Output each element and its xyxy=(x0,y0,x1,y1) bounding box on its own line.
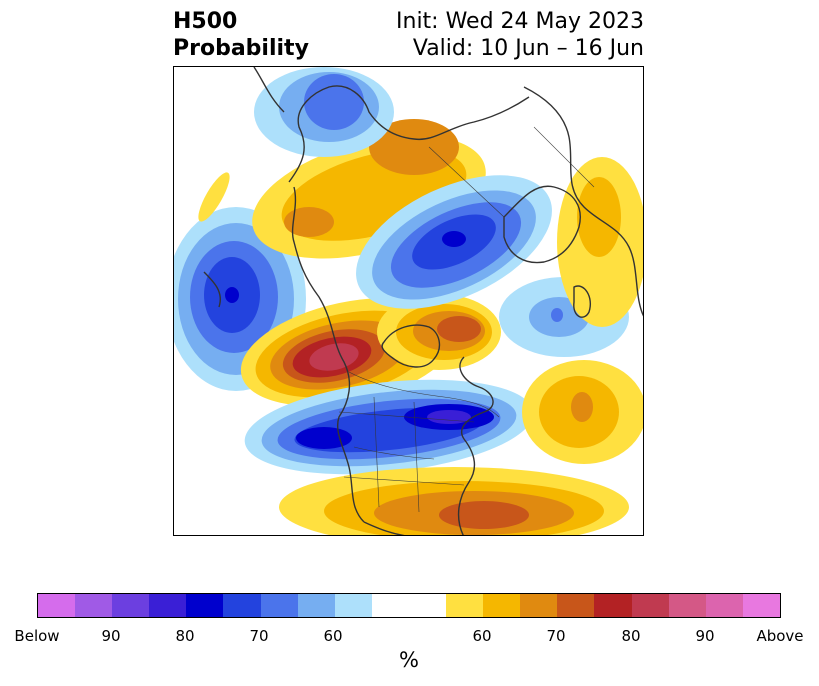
colorbar-segment xyxy=(186,594,224,617)
colorbar-segment xyxy=(594,594,632,617)
anomaly-far-east-below xyxy=(254,67,394,157)
colorbar-segment xyxy=(742,594,780,617)
map-svg xyxy=(174,67,643,535)
colorbar-tick-label: Below xyxy=(14,627,60,645)
colorbar-segment xyxy=(446,594,484,617)
valid-period: Valid: 10 Jun – 16 Jun xyxy=(412,36,644,61)
title-line-2: Probability xyxy=(173,36,309,61)
colorbar-segment xyxy=(483,594,521,617)
map-title: H500 Probability xyxy=(173,8,309,62)
colorbar-segment xyxy=(260,594,298,617)
colorbar-segment xyxy=(557,594,595,617)
borders xyxy=(338,126,595,513)
init-date: Init: Wed 24 May 2023 xyxy=(396,9,644,34)
colorbar-unit: % xyxy=(399,648,419,672)
colorbar-segment xyxy=(520,594,558,617)
colorbar-segment xyxy=(149,594,187,617)
colorbar-tick-label: 60 xyxy=(323,627,343,645)
title-line-1: H500 xyxy=(173,9,238,34)
anomaly-atlantic-above xyxy=(522,360,643,464)
colorbar xyxy=(37,593,781,618)
colorbar-tick-label: 70 xyxy=(249,627,269,645)
colorbar-tick-label: 90 xyxy=(695,627,715,645)
colorbar-segment xyxy=(297,594,335,617)
colorbar-segment xyxy=(631,594,669,617)
colorbar-segment xyxy=(112,594,150,617)
colorbar-segment xyxy=(371,594,409,617)
anomaly-northern-us-below xyxy=(244,379,534,475)
coastlines xyxy=(203,67,643,535)
colorbar-segment xyxy=(334,594,372,617)
colorbar-tick-label: 90 xyxy=(101,627,121,645)
colorbar-tick-label: Above xyxy=(756,627,804,645)
anomaly-hudson-above xyxy=(377,294,501,370)
colorbar-segment xyxy=(408,594,447,617)
anomaly-western-na-above xyxy=(240,298,458,406)
date-block: Init: Wed 24 May 2023 Valid: 10 Jun – 16… xyxy=(396,8,644,62)
anomaly-scandinavia-above xyxy=(198,157,643,327)
colorbar-segment xyxy=(668,594,706,617)
anomaly-southern-us-above xyxy=(279,467,629,535)
colorbar-segment xyxy=(705,594,743,617)
probability-map xyxy=(173,66,644,536)
colorbar-tick-label: 70 xyxy=(546,627,566,645)
anomaly-arctic-below xyxy=(356,175,552,309)
colorbar-tick-label: 80 xyxy=(621,627,641,645)
colorbar-tick-label: 60 xyxy=(472,627,492,645)
colorbar-segment xyxy=(38,594,76,617)
colorbar-segment xyxy=(223,594,261,617)
colorbar-tick-label: 80 xyxy=(175,627,195,645)
colorbar-segment xyxy=(75,594,113,617)
